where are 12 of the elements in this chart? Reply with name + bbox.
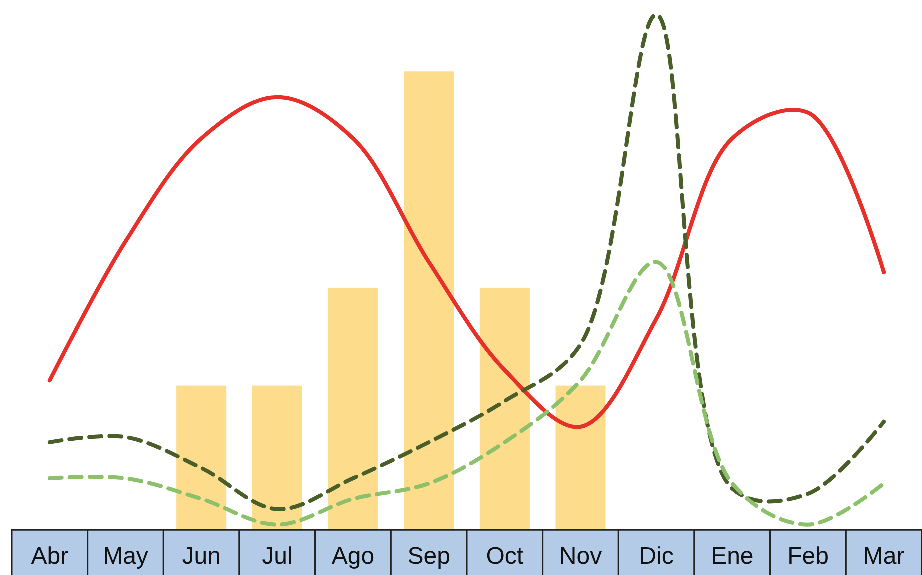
x-tick-label: Nov	[559, 543, 602, 570]
x-tick-label: Dic	[639, 543, 674, 570]
x-tick-label: Oct	[486, 543, 524, 570]
x-tick-label: Abr	[31, 543, 69, 570]
x-tick-label: Ene	[711, 543, 754, 570]
x-tick-label: Sep	[408, 543, 450, 570]
x-tick-label: May	[103, 543, 148, 570]
x-tick-label: Mar	[863, 543, 905, 570]
x-tick-label: Jun	[182, 543, 221, 570]
x-tick-label: Jul	[262, 543, 293, 570]
x-tick-label: Feb	[788, 543, 829, 570]
x-tick-label: Ago	[332, 543, 375, 570]
